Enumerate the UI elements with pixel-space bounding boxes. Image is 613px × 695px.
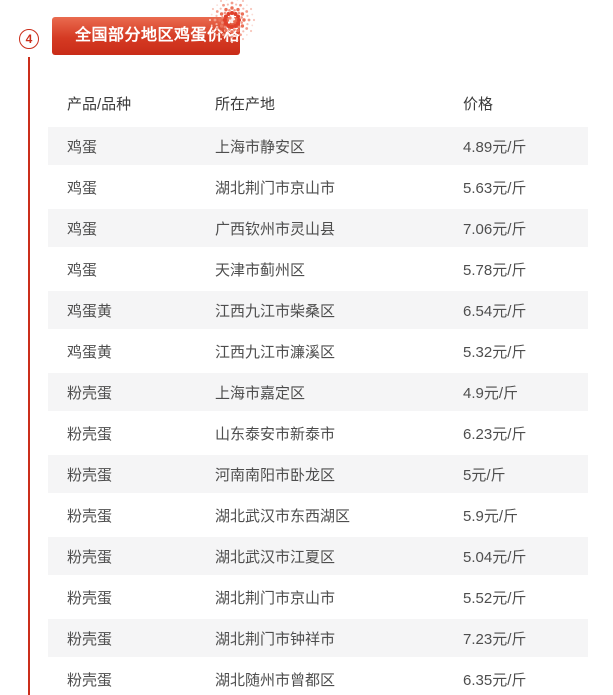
- cell-product: 粉壳蛋: [67, 385, 113, 402]
- cell-product: 粉壳蛋: [67, 549, 113, 566]
- cell-price: 7.06元/斤: [463, 221, 527, 238]
- cell-origin: 湖北荆门市京山市: [215, 590, 336, 607]
- table-row: 粉壳蛋 湖北武汉市江夏区 5.04元/斤: [48, 536, 588, 577]
- cell-price: 7.23元/斤: [463, 631, 527, 648]
- cell-product: 粉壳蛋: [67, 508, 113, 525]
- cell-origin: 上海市静安区: [215, 139, 306, 156]
- cell-origin: 广西钦州市灵山县: [215, 221, 336, 238]
- cell-origin: 天津市蓟州区: [215, 262, 306, 279]
- section-divider-line: [28, 57, 30, 695]
- cell-product: 粉壳蛋: [67, 467, 113, 484]
- cell-price: 5.9元/斤: [463, 508, 519, 525]
- cell-origin: 湖北荆门市京山市: [215, 180, 336, 197]
- table-row: 粉壳蛋 湖北武汉市东西湖区 5.9元/斤: [48, 495, 588, 536]
- cell-product: 粉壳蛋: [67, 426, 113, 443]
- table-row: 粉壳蛋 湖北荆门市京山市 5.52元/斤: [48, 577, 588, 618]
- cell-origin: 河南南阳市卧龙区: [215, 467, 336, 484]
- cell-origin: 山东泰安市新泰市: [215, 426, 336, 443]
- cell-product: 鸡蛋: [67, 262, 98, 279]
- cell-product: 鸡蛋: [67, 221, 98, 238]
- section-number: 4: [25, 32, 33, 46]
- cell-price: 5.04元/斤: [463, 549, 527, 566]
- cell-product: 鸡蛋: [67, 139, 98, 156]
- cell-price: 5元/斤: [463, 467, 506, 484]
- cell-origin: 江西九江市濂溪区: [215, 344, 336, 361]
- cell-price: 5.78元/斤: [463, 262, 527, 279]
- cell-origin: 湖北荆门市钟祥市: [215, 631, 336, 648]
- cell-product: 鸡蛋: [67, 180, 98, 197]
- table-row: 鸡蛋 天津市蓟州区 5.78元/斤: [48, 249, 588, 290]
- cell-price: 6.23元/斤: [463, 426, 527, 443]
- table-row: 粉壳蛋 湖北随州市曾都区 6.35元/斤: [48, 659, 588, 695]
- table-row: 鸡蛋 广西钦州市灵山县 7.06元/斤: [48, 208, 588, 249]
- cell-price: 6.35元/斤: [463, 672, 527, 689]
- cell-price: 5.32元/斤: [463, 344, 527, 361]
- cell-origin: 上海市嘉定区: [215, 385, 306, 402]
- cell-price: 5.52元/斤: [463, 590, 527, 607]
- price-table: 产品/品种 所在产地 价格 鸡蛋 上海市静安区 4.89元/斤 鸡蛋 湖北荆门市…: [48, 80, 588, 695]
- table-row: 鸡蛋 上海市静安区 4.89元/斤: [48, 126, 588, 167]
- section-title: 全国部分地区鸡蛋价格: [75, 27, 241, 44]
- table-row: 粉壳蛋 湖北荆门市钟祥市 7.23元/斤: [48, 618, 588, 659]
- table-row: 粉壳蛋 河南南阳市卧龙区 5元/斤: [48, 454, 588, 495]
- section-number-badge: 4: [19, 29, 39, 49]
- table-row: 粉壳蛋 上海市嘉定区 4.9元/斤: [48, 372, 588, 413]
- cell-product: 鸡蛋黄: [67, 344, 113, 361]
- table-body: 鸡蛋 上海市静安区 4.89元/斤 鸡蛋 湖北荆门市京山市 5.63元/斤 鸡蛋…: [48, 126, 588, 695]
- table-row: 鸡蛋 湖北荆门市京山市 5.63元/斤: [48, 167, 588, 208]
- table-row: 鸡蛋黄 江西九江市柴桑区 6.54元/斤: [48, 290, 588, 331]
- header-cell-origin: 所在产地: [215, 95, 276, 113]
- header-cell-price: 价格: [463, 95, 494, 113]
- cell-product: 粉壳蛋: [67, 631, 113, 648]
- cell-price: 5.63元/斤: [463, 180, 527, 197]
- table-header-row: 产品/品种 所在产地 价格: [48, 80, 588, 126]
- cell-origin: 湖北武汉市江夏区: [215, 549, 336, 566]
- cell-price: 6.54元/斤: [463, 303, 527, 320]
- cell-price: 4.89元/斤: [463, 139, 527, 156]
- table-row: 粉壳蛋 山东泰安市新泰市 6.23元/斤: [48, 413, 588, 454]
- cell-product: 鸡蛋黄: [67, 303, 113, 320]
- cell-origin: 湖北武汉市东西湖区: [215, 508, 351, 525]
- table-row: 鸡蛋黄 江西九江市濂溪区 5.32元/斤: [48, 331, 588, 372]
- cell-price: 4.9元/斤: [463, 385, 519, 402]
- cell-origin: 湖北随州市曾都区: [215, 672, 336, 689]
- cell-product: 粉壳蛋: [67, 672, 113, 689]
- cell-origin: 江西九江市柴桑区: [215, 303, 336, 320]
- header-cell-product: 产品/品种: [67, 95, 132, 113]
- section-title-banner: 全国部分地区鸡蛋价格: [52, 17, 240, 55]
- cell-product: 粉壳蛋: [67, 590, 113, 607]
